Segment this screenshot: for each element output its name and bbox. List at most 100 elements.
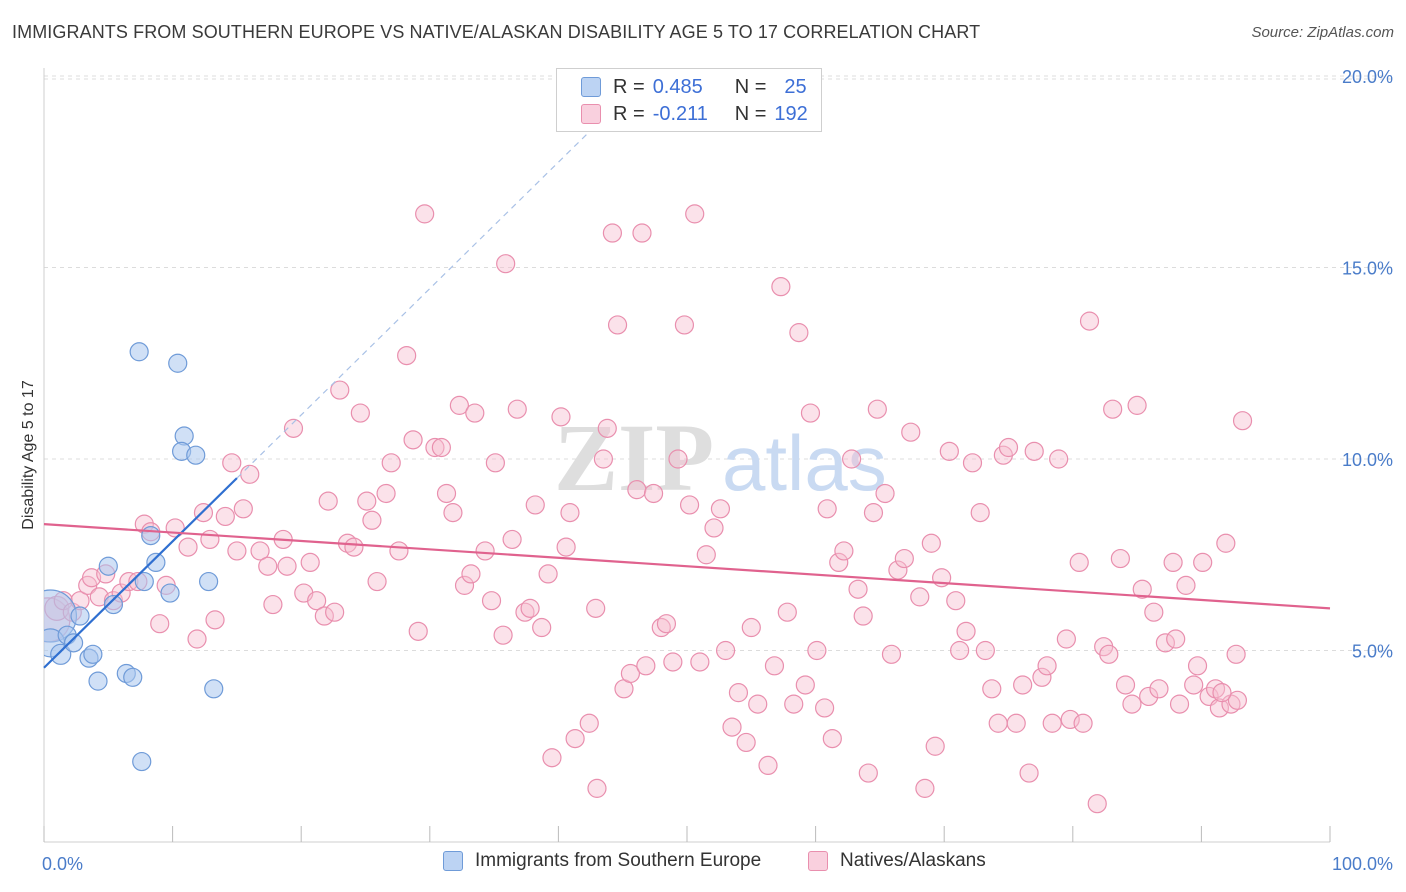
immigrants-point bbox=[63, 633, 84, 653]
natives-point bbox=[449, 395, 469, 415]
legend-n-value-natives: 192 bbox=[774, 102, 808, 125]
natives-point bbox=[415, 204, 435, 224]
legend-item-natives[interactable]: Natives/Alaskans bbox=[808, 850, 986, 872]
natives-point bbox=[215, 506, 235, 527]
natives-point bbox=[1042, 713, 1062, 733]
natives-trend-line bbox=[43, 523, 1331, 610]
natives-point bbox=[901, 422, 921, 442]
immigrants-point bbox=[199, 571, 219, 592]
natives-point bbox=[1144, 602, 1164, 622]
legend-row-immigrants: R = 0.485 N = 25 bbox=[581, 75, 807, 99]
natives-point bbox=[950, 640, 970, 661]
natives-point bbox=[1019, 763, 1039, 783]
natives-point bbox=[620, 663, 641, 684]
natives-point bbox=[481, 591, 502, 611]
natives-point bbox=[946, 591, 966, 611]
natives-point bbox=[240, 464, 260, 484]
watermark-atlas: atlas bbox=[722, 419, 887, 507]
trend-lines bbox=[43, 73, 1331, 669]
immigrants-point bbox=[146, 552, 166, 573]
natives-point bbox=[277, 556, 297, 576]
natives-point bbox=[493, 625, 513, 645]
natives-point bbox=[834, 541, 854, 561]
natives-point bbox=[1127, 395, 1147, 415]
immigrants-point bbox=[129, 342, 149, 362]
natives-point bbox=[925, 736, 945, 756]
natives-point bbox=[858, 763, 878, 783]
y-tick-label: 15.0% bbox=[1342, 259, 1393, 279]
natives-point bbox=[1087, 794, 1107, 814]
x-tick-labels: 0.0% 100.0% bbox=[42, 854, 1393, 874]
natives-point bbox=[318, 491, 338, 511]
natives-point bbox=[710, 499, 731, 519]
natives-point bbox=[178, 537, 198, 557]
natives-point bbox=[263, 594, 283, 615]
immigrants-point bbox=[123, 667, 143, 687]
legend-n-label: N = bbox=[734, 102, 767, 125]
natives-point bbox=[1216, 533, 1236, 553]
natives-point bbox=[307, 591, 327, 611]
legend-swatch-blue bbox=[581, 77, 601, 97]
natives-point bbox=[988, 713, 1008, 733]
natives-point bbox=[187, 629, 207, 649]
legend-n-label: N = bbox=[734, 75, 767, 98]
natives-point bbox=[587, 778, 607, 798]
natives-point bbox=[817, 499, 837, 519]
natives-point bbox=[1049, 449, 1069, 469]
natives-point bbox=[461, 564, 481, 584]
legend-r-label: R = bbox=[613, 102, 645, 125]
natives-point bbox=[1060, 709, 1080, 730]
natives-point bbox=[1166, 629, 1186, 649]
natives-point bbox=[436, 483, 457, 504]
immigrants-point bbox=[103, 594, 124, 615]
natives-point bbox=[376, 483, 396, 504]
natives-point bbox=[579, 713, 599, 733]
immigrants-point bbox=[204, 679, 224, 699]
x-tick-label-min: 0.0% bbox=[42, 854, 83, 874]
natives-point bbox=[325, 602, 345, 622]
natives-point bbox=[496, 254, 516, 274]
natives-point bbox=[829, 552, 849, 573]
natives-point bbox=[822, 728, 842, 749]
natives-point bbox=[643, 483, 664, 504]
natives-point bbox=[982, 679, 1002, 699]
natives-point bbox=[222, 453, 242, 473]
natives-point bbox=[777, 602, 797, 622]
natives-point bbox=[651, 617, 671, 638]
natives-point bbox=[771, 277, 791, 297]
natives-point bbox=[556, 537, 576, 557]
natives-point bbox=[863, 503, 884, 523]
natives-point bbox=[656, 614, 677, 634]
natives-point bbox=[632, 223, 652, 243]
natives-point bbox=[443, 503, 463, 523]
natives-point bbox=[542, 748, 562, 768]
natives-point bbox=[784, 694, 804, 714]
immigrants-point bbox=[50, 643, 72, 665]
natives-points bbox=[44, 204, 1253, 814]
natives-point bbox=[1013, 675, 1033, 695]
natives-point bbox=[1139, 686, 1159, 707]
immigrants-point bbox=[186, 445, 206, 465]
y-tick-labels: 5.0% 10.0% 15.0% 20.0% bbox=[1342, 67, 1393, 662]
natives-point bbox=[597, 418, 617, 438]
natives-point bbox=[1169, 694, 1190, 714]
y-tick-label: 20.0% bbox=[1342, 67, 1393, 87]
natives-point bbox=[200, 529, 220, 550]
natives-point bbox=[425, 437, 445, 458]
natives-point bbox=[1155, 633, 1175, 653]
natives-point bbox=[607, 315, 628, 335]
legend-label-natives: Natives/Alaskans bbox=[840, 850, 986, 871]
immigrants-points bbox=[44, 342, 224, 772]
natives-point bbox=[1184, 675, 1204, 695]
legend-item-immigrants[interactable]: Immigrants from Southern Europe bbox=[443, 850, 761, 872]
natives-point bbox=[962, 453, 983, 473]
natives-point bbox=[602, 223, 623, 243]
immigrants-point bbox=[88, 671, 108, 691]
natives-point bbox=[636, 656, 656, 676]
y-tick-label: 5.0% bbox=[1352, 642, 1393, 662]
natives-point bbox=[848, 579, 868, 599]
natives-point bbox=[758, 755, 778, 776]
natives-point bbox=[362, 510, 382, 530]
natives-point bbox=[800, 403, 821, 423]
